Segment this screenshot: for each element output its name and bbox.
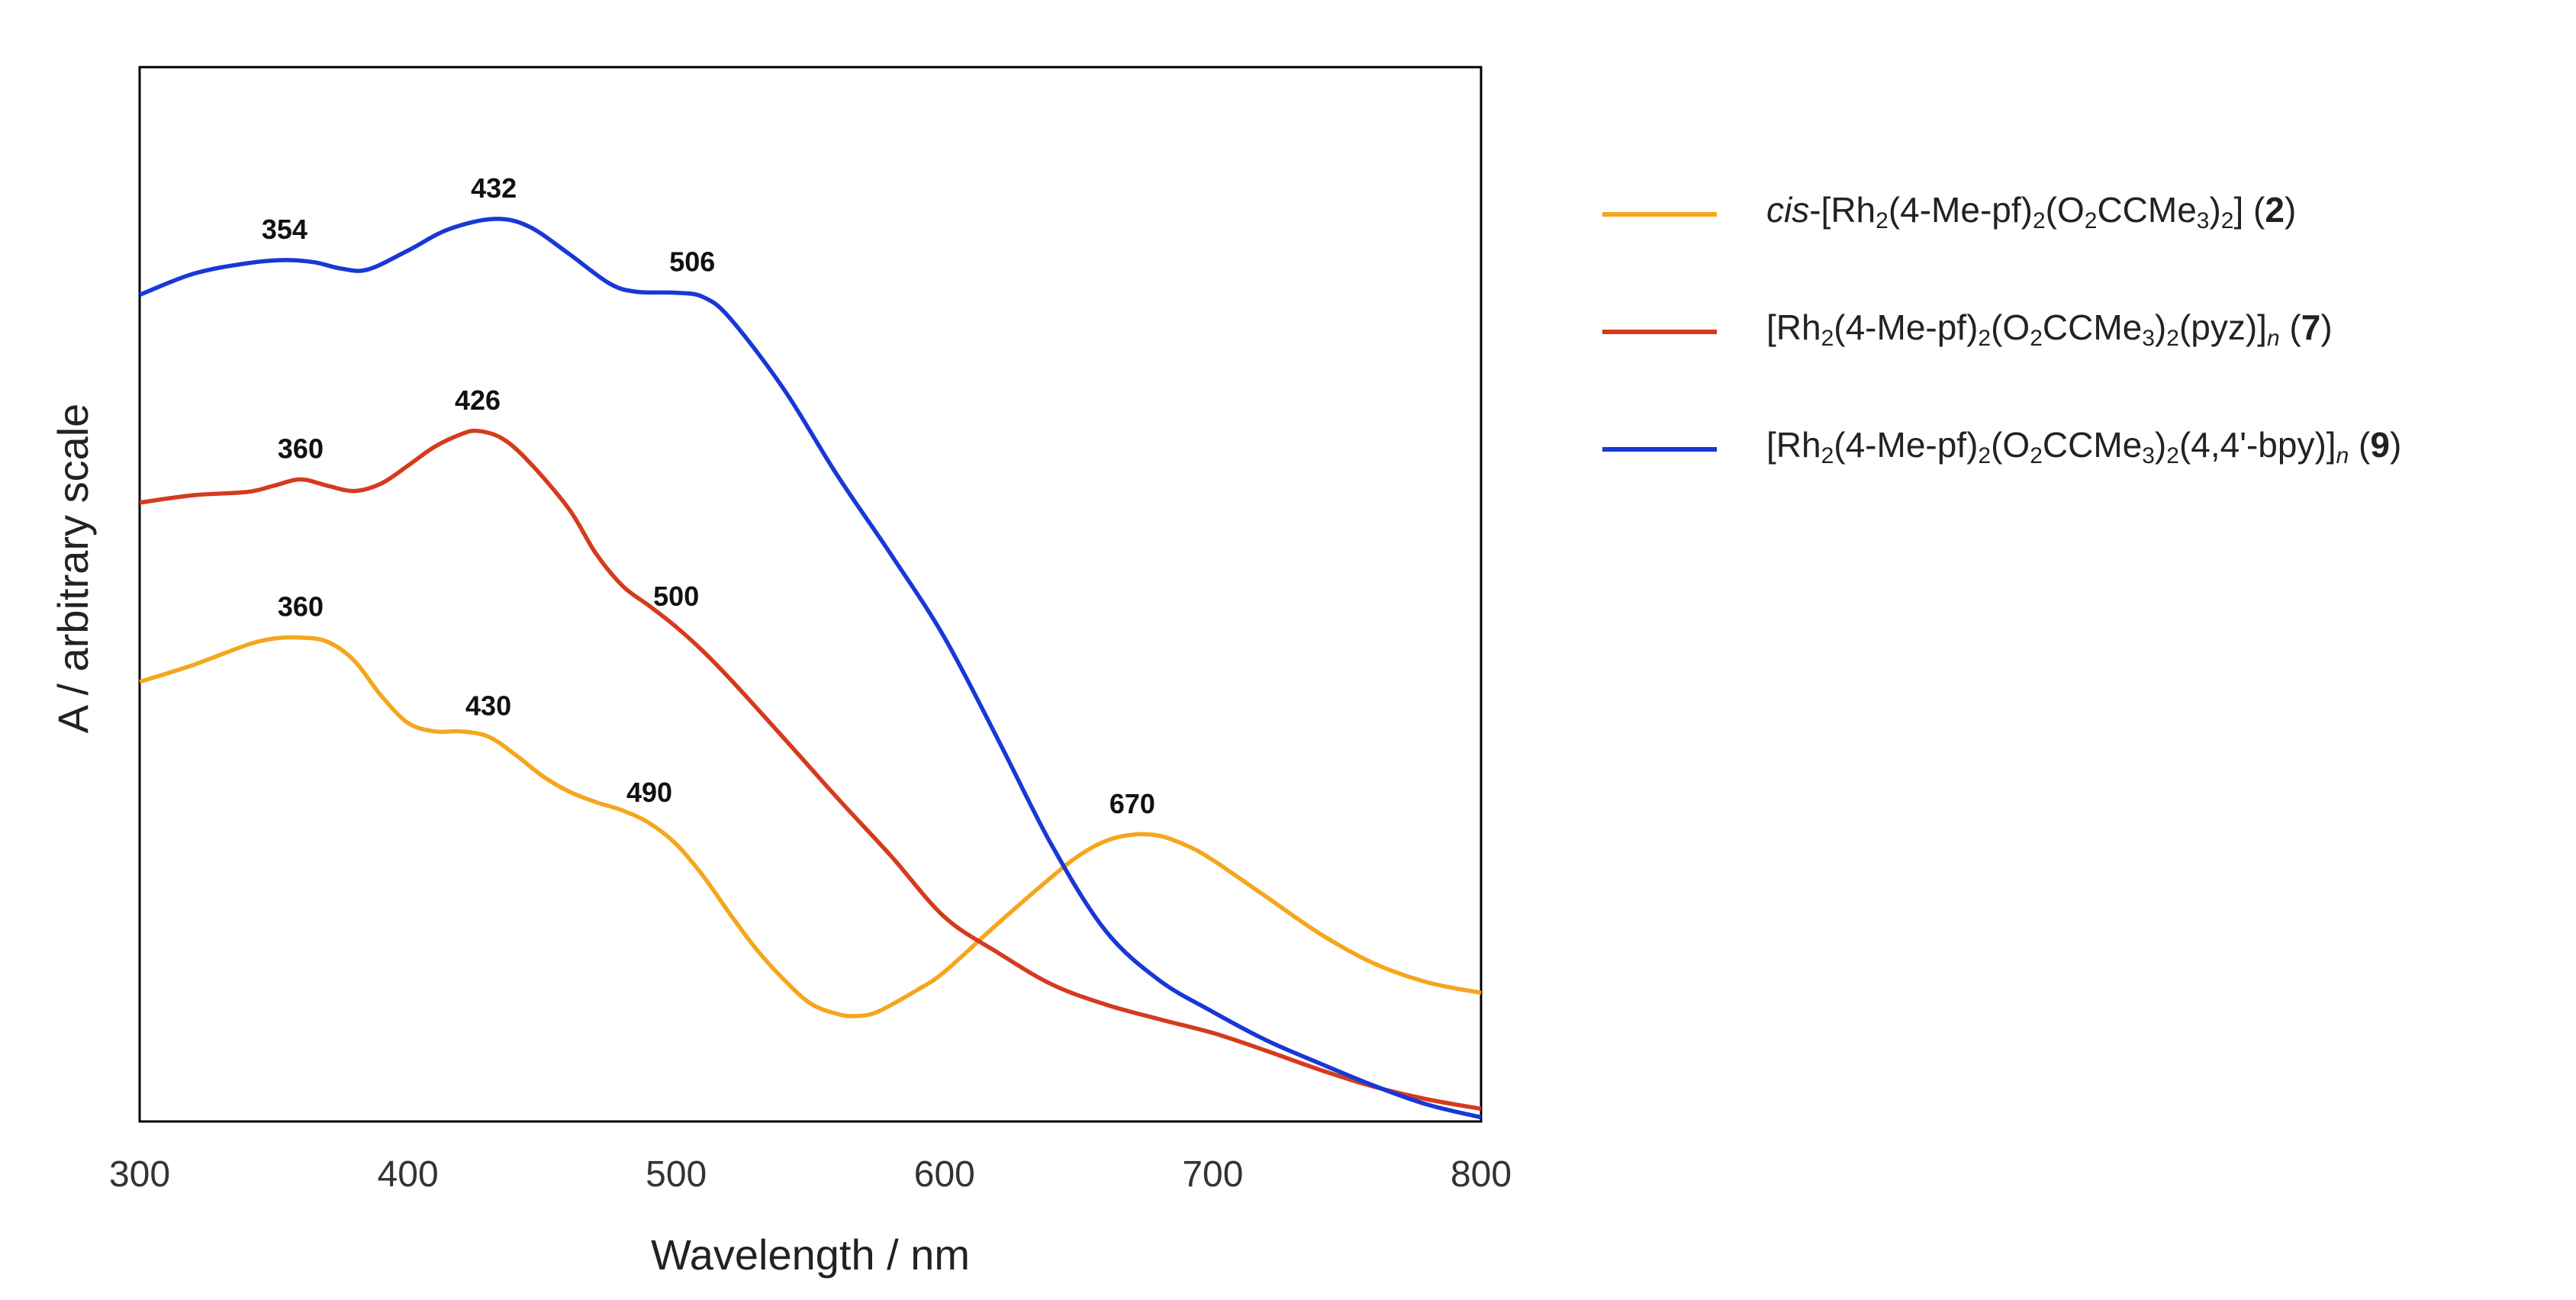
peak-label-s9-432: 432 (471, 172, 517, 204)
legend-item-s9: [Rh2(4-Me-pf)2(O2CCMe3)2(4,4'-bpy)]n (9) (1602, 410, 2564, 528)
legend: cis-[Rh2(4-Me-pf)2(O2CCMe3)2] (2) [Rh2(4-… (1602, 175, 2564, 528)
peak-label-s9-354: 354 (262, 214, 308, 245)
peak-label-s7-360: 360 (278, 433, 324, 464)
legend-label: [Rh2(4-Me-pf)2(O2CCMe3)2(4,4'-bpy)]n (9) (1766, 425, 2402, 468)
plot-frame (138, 66, 1483, 1123)
y-axis-title: A / arbitrary scale (49, 404, 97, 734)
legend-swatch (1602, 212, 1717, 217)
x-tick-label: 600 (914, 1154, 975, 1195)
x-tick-label: 700 (1182, 1154, 1243, 1195)
peak-label-s7-500: 500 (653, 581, 699, 612)
legend-swatch (1602, 447, 1717, 452)
x-tick-label: 300 (109, 1154, 170, 1195)
legend-item-s2: cis-[Rh2(4-Me-pf)2(O2CCMe3)2] (2) (1602, 175, 2564, 293)
peak-label-s2-670: 670 (1109, 788, 1155, 819)
series-line-s2 (139, 635, 1482, 1018)
x-tick-label: 800 (1451, 1154, 1512, 1195)
legend-item-s7: [Rh2(4-Me-pf)2(O2CCMe3)2(pyz)]n (7) (1602, 293, 2564, 410)
peak-label-s9-506: 506 (669, 246, 715, 278)
x-tick-label: 400 (378, 1154, 439, 1195)
legend-label: [Rh2(4-Me-pf)2(O2CCMe3)2(pyz)]n (7) (1766, 307, 2333, 351)
legend-label: cis-[Rh2(4-Me-pf)2(O2CCMe3)2] (2) (1766, 190, 2297, 233)
peak-label-s2-360: 360 (278, 591, 324, 623)
spectra-curves (138, 217, 1482, 1120)
peak-label-s7-426: 426 (455, 385, 501, 416)
x-tick-label: 500 (646, 1154, 707, 1195)
x-axis-ticks: 300 400 500 600 700 800 (109, 1154, 1512, 1195)
chart: 300 400 500 600 700 800 360 430 490 670 360 426 500… (49, 66, 1512, 1279)
peak-label-s2-490: 490 (626, 777, 672, 808)
series-line-s7 (139, 428, 1482, 1112)
series-line-s9 (138, 217, 1482, 1120)
legend-swatch (1602, 330, 1717, 334)
peak-labels: 360 430 490 670 360 426 500 354 432 506 (262, 172, 1155, 819)
x-axis-title: Wavelength / nm (651, 1231, 970, 1279)
peak-label-s2-430: 430 (465, 690, 511, 722)
